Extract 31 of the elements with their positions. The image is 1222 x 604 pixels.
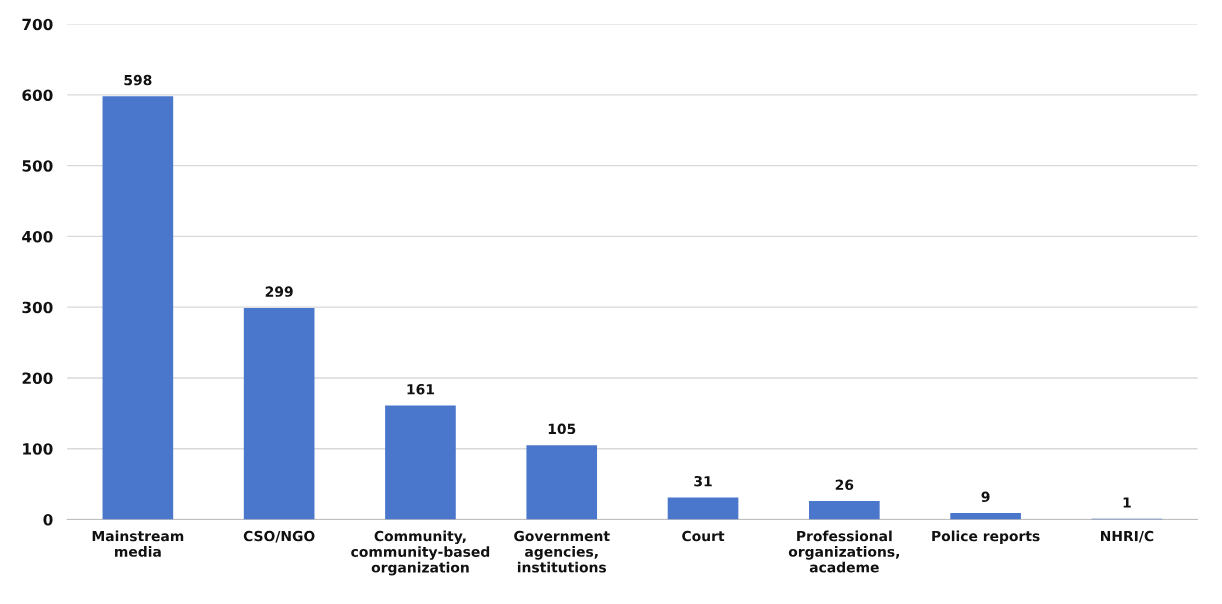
y-tick-label: 100 bbox=[23, 443, 53, 455]
data-label: 9 bbox=[981, 491, 990, 503]
y-tick-label: 200 bbox=[22, 372, 53, 384]
y-tick-label: 0 bbox=[43, 513, 53, 526]
bar bbox=[950, 513, 1021, 520]
data-label: 31 bbox=[694, 475, 712, 487]
data-label: 105 bbox=[548, 423, 576, 435]
x-tick-label: Police reports bbox=[932, 530, 1040, 544]
data-label: 299 bbox=[265, 286, 293, 297]
bar bbox=[385, 405, 456, 520]
bar bbox=[102, 96, 174, 520]
data-label: 1 bbox=[1123, 497, 1131, 508]
y-tick-label: 400 bbox=[22, 230, 53, 243]
y-tick-label: 700 bbox=[22, 18, 53, 31]
data-label: 26 bbox=[835, 479, 854, 491]
x-tick-label: Community, community-based organization bbox=[351, 530, 490, 576]
bar bbox=[667, 497, 739, 520]
x-tick-label: Mainstream media bbox=[92, 530, 184, 557]
x-tick-label: Court bbox=[682, 530, 725, 542]
data-label: 598 bbox=[124, 74, 152, 86]
y-tick-label: 600 bbox=[22, 89, 53, 101]
x-tick-label: Professional organizations, academe bbox=[788, 530, 899, 573]
bar bbox=[243, 307, 315, 520]
bar bbox=[809, 501, 880, 520]
x-tick-label: CSO/NGO bbox=[243, 530, 315, 543]
data-label: 161 bbox=[407, 384, 434, 395]
y-tick-label: 500 bbox=[22, 160, 53, 172]
x-tick-label: Government agencies, institutions bbox=[514, 530, 610, 573]
y-tick-label: 300 bbox=[22, 301, 53, 314]
x-tick-label: NHRI/C bbox=[1101, 530, 1154, 543]
bar bbox=[526, 445, 598, 520]
